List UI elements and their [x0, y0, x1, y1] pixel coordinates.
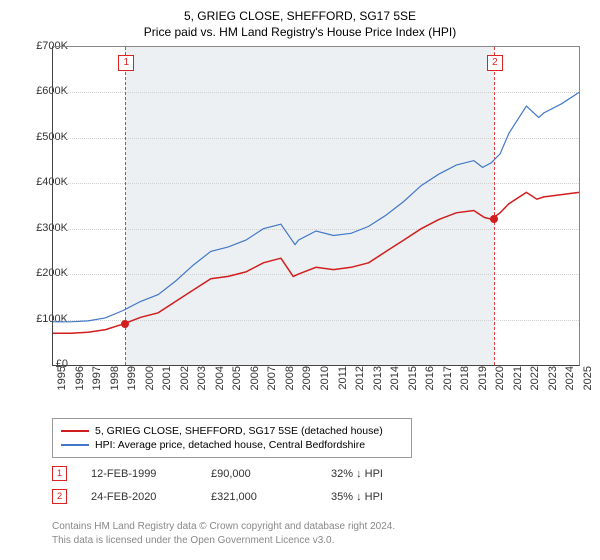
- transaction-date: 12-FEB-1999: [91, 468, 171, 480]
- x-axis-label: 2013: [372, 366, 384, 406]
- line-plot: [53, 47, 579, 365]
- series-hpi: [53, 92, 579, 321]
- x-axis-label: 2023: [547, 366, 559, 406]
- x-axis-label: 2008: [284, 366, 296, 406]
- transaction-row: 1 12-FEB-1999 £90,000 32% ↓ HPI: [52, 462, 451, 485]
- legend: 5, GRIEG CLOSE, SHEFFORD, SG17 5SE (deta…: [52, 418, 412, 458]
- transaction-marker-icon: 1: [52, 466, 67, 481]
- chart-container: 5, GRIEG CLOSE, SHEFFORD, SG17 5SE Price…: [0, 0, 600, 560]
- x-axis-label: 1995: [56, 366, 68, 406]
- transaction-date: 24-FEB-2020: [91, 491, 171, 503]
- footnote-line: This data is licensed under the Open Gov…: [52, 534, 395, 548]
- x-axis-label: 2007: [266, 366, 278, 406]
- x-axis-label: 1997: [91, 366, 103, 406]
- x-axis-label: 2001: [161, 366, 173, 406]
- footnote-line: Contains HM Land Registry data © Crown c…: [52, 520, 395, 534]
- transaction-price: £90,000: [211, 468, 291, 480]
- x-axis-label: 1996: [74, 366, 86, 406]
- transaction-marker-icon: 2: [52, 489, 67, 504]
- chart-subtitle: Price paid vs. HM Land Registry's House …: [0, 25, 600, 45]
- x-axis-label: 2014: [389, 366, 401, 406]
- marker-box-icon: 2: [487, 55, 503, 71]
- x-axis-label: 2010: [319, 366, 331, 406]
- transaction-delta: 32% ↓ HPI: [331, 468, 411, 480]
- legend-swatch: [61, 444, 89, 446]
- plot-area: 12: [52, 46, 580, 366]
- x-axis-label: 2018: [459, 366, 471, 406]
- x-axis-label: 2025: [582, 366, 594, 406]
- x-axis-label: 2003: [196, 366, 208, 406]
- chart-title: 5, GRIEG CLOSE, SHEFFORD, SG17 5SE: [0, 0, 600, 25]
- x-axis-label: 2020: [494, 366, 506, 406]
- transaction-delta: 35% ↓ HPI: [331, 491, 411, 503]
- x-axis-label: 2022: [529, 366, 541, 406]
- legend-item-property: 5, GRIEG CLOSE, SHEFFORD, SG17 5SE (deta…: [61, 424, 403, 438]
- x-axis-label: 2009: [301, 366, 313, 406]
- legend-item-hpi: HPI: Average price, detached house, Cent…: [61, 438, 403, 452]
- x-axis-label: 2021: [512, 366, 524, 406]
- x-axis-label: 2006: [249, 366, 261, 406]
- x-axis-label: 1998: [109, 366, 121, 406]
- marker-box-icon: 1: [118, 55, 134, 71]
- x-axis-label: 2002: [179, 366, 191, 406]
- x-axis-label: 2019: [477, 366, 489, 406]
- x-axis-label: 2024: [564, 366, 576, 406]
- x-axis-label: 2012: [354, 366, 366, 406]
- transaction-price: £321,000: [211, 491, 291, 503]
- x-axis-label: 2000: [144, 366, 156, 406]
- x-axis-label: 2017: [442, 366, 454, 406]
- series-property: [53, 192, 579, 333]
- sale-marker-dot: [121, 320, 129, 328]
- sale-marker-dot: [490, 215, 498, 223]
- x-axis-label: 2005: [231, 366, 243, 406]
- x-axis-label: 2011: [337, 366, 349, 406]
- transaction-row: 2 24-FEB-2020 £321,000 35% ↓ HPI: [52, 485, 451, 508]
- x-axis-label: 2016: [424, 366, 436, 406]
- x-axis-label: 2004: [214, 366, 226, 406]
- x-axis-label: 2015: [407, 366, 419, 406]
- legend-label: HPI: Average price, detached house, Cent…: [95, 439, 365, 451]
- footnote: Contains HM Land Registry data © Crown c…: [52, 520, 395, 547]
- legend-label: 5, GRIEG CLOSE, SHEFFORD, SG17 5SE (deta…: [95, 425, 383, 437]
- transactions-table: 1 12-FEB-1999 £90,000 32% ↓ HPI 2 24-FEB…: [52, 462, 451, 508]
- legend-swatch: [61, 430, 89, 432]
- x-axis-label: 1999: [126, 366, 138, 406]
